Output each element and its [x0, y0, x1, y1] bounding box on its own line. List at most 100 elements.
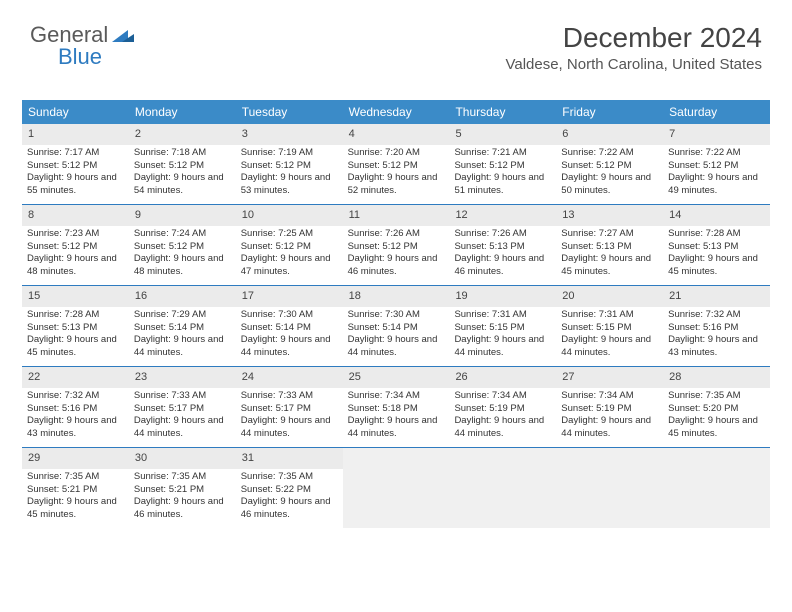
- day-body: Sunrise: 7:20 AMSunset: 5:12 PMDaylight:…: [343, 147, 450, 202]
- sunset-text: Sunset: 5:22 PM: [241, 484, 338, 497]
- day-header: Wednesday: [343, 100, 450, 124]
- sunrise-text: Sunrise: 7:30 AM: [348, 309, 445, 322]
- logo-mark-icon: [112, 22, 134, 48]
- sunset-text: Sunset: 5:12 PM: [134, 160, 231, 173]
- sunrise-text: Sunrise: 7:18 AM: [134, 147, 231, 160]
- sunset-text: Sunset: 5:21 PM: [134, 484, 231, 497]
- day-body: Sunrise: 7:28 AMSunset: 5:13 PMDaylight:…: [663, 228, 770, 283]
- sunrise-text: Sunrise: 7:28 AM: [668, 228, 765, 241]
- daylight-text: Daylight: 9 hours and 54 minutes.: [134, 172, 231, 198]
- sunset-text: Sunset: 5:12 PM: [348, 160, 445, 173]
- daylight-text: Daylight: 9 hours and 44 minutes.: [454, 334, 551, 360]
- calendar-day: 9Sunrise: 7:24 AMSunset: 5:12 PMDaylight…: [129, 205, 236, 285]
- day-number: 26: [449, 367, 556, 388]
- day-number: 3: [236, 124, 343, 145]
- day-number: 5: [449, 124, 556, 145]
- header: December 2024 Valdese, North Carolina, U…: [505, 22, 762, 73]
- sunrise-text: Sunrise: 7:30 AM: [241, 309, 338, 322]
- day-number: 17: [236, 286, 343, 307]
- calendar-day: 4Sunrise: 7:20 AMSunset: 5:12 PMDaylight…: [343, 124, 450, 204]
- sunset-text: Sunset: 5:13 PM: [27, 322, 124, 335]
- day-header-row: SundayMondayTuesdayWednesdayThursdayFrid…: [22, 100, 770, 124]
- sunset-text: Sunset: 5:15 PM: [454, 322, 551, 335]
- sunset-text: Sunset: 5:14 PM: [134, 322, 231, 335]
- daylight-text: Daylight: 9 hours and 44 minutes.: [241, 415, 338, 441]
- sunrise-text: Sunrise: 7:35 AM: [241, 471, 338, 484]
- day-number: 2: [129, 124, 236, 145]
- sunset-text: Sunset: 5:12 PM: [241, 241, 338, 254]
- sunset-text: Sunset: 5:16 PM: [668, 322, 765, 335]
- daylight-text: Daylight: 9 hours and 46 minutes.: [454, 253, 551, 279]
- sunset-text: Sunset: 5:14 PM: [241, 322, 338, 335]
- sunset-text: Sunset: 5:21 PM: [27, 484, 124, 497]
- day-number: 9: [129, 205, 236, 226]
- day-body: Sunrise: 7:18 AMSunset: 5:12 PMDaylight:…: [129, 147, 236, 202]
- calendar-day: 27Sunrise: 7:34 AMSunset: 5:19 PMDayligh…: [556, 367, 663, 447]
- daylight-text: Daylight: 9 hours and 46 minutes.: [241, 496, 338, 522]
- calendar-day: 8Sunrise: 7:23 AMSunset: 5:12 PMDaylight…: [22, 205, 129, 285]
- calendar-day: 1Sunrise: 7:17 AMSunset: 5:12 PMDaylight…: [22, 124, 129, 204]
- day-body: Sunrise: 7:29 AMSunset: 5:14 PMDaylight:…: [129, 309, 236, 364]
- sunrise-text: Sunrise: 7:26 AM: [348, 228, 445, 241]
- calendar-day: 19Sunrise: 7:31 AMSunset: 5:15 PMDayligh…: [449, 286, 556, 366]
- calendar-day: 2Sunrise: 7:18 AMSunset: 5:12 PMDaylight…: [129, 124, 236, 204]
- sunset-text: Sunset: 5:16 PM: [27, 403, 124, 416]
- day-body: Sunrise: 7:32 AMSunset: 5:16 PMDaylight:…: [22, 390, 129, 445]
- sunset-text: Sunset: 5:12 PM: [134, 241, 231, 254]
- calendar-day: 12Sunrise: 7:26 AMSunset: 5:13 PMDayligh…: [449, 205, 556, 285]
- day-body: Sunrise: 7:17 AMSunset: 5:12 PMDaylight:…: [22, 147, 129, 202]
- day-body: Sunrise: 7:35 AMSunset: 5:21 PMDaylight:…: [129, 471, 236, 526]
- logo: General Blue: [30, 22, 134, 48]
- day-body: Sunrise: 7:22 AMSunset: 5:12 PMDaylight:…: [663, 147, 770, 202]
- day-header: Sunday: [22, 100, 129, 124]
- calendar-day: 24Sunrise: 7:33 AMSunset: 5:17 PMDayligh…: [236, 367, 343, 447]
- sunrise-text: Sunrise: 7:31 AM: [561, 309, 658, 322]
- daylight-text: Daylight: 9 hours and 45 minutes.: [561, 253, 658, 279]
- sunset-text: Sunset: 5:13 PM: [668, 241, 765, 254]
- sunset-text: Sunset: 5:17 PM: [134, 403, 231, 416]
- sunset-text: Sunset: 5:15 PM: [561, 322, 658, 335]
- calendar-day: 22Sunrise: 7:32 AMSunset: 5:16 PMDayligh…: [22, 367, 129, 447]
- day-body: Sunrise: 7:33 AMSunset: 5:17 PMDaylight:…: [236, 390, 343, 445]
- day-body: Sunrise: 7:31 AMSunset: 5:15 PMDaylight:…: [556, 309, 663, 364]
- daylight-text: Daylight: 9 hours and 50 minutes.: [561, 172, 658, 198]
- calendar-day: 31Sunrise: 7:35 AMSunset: 5:22 PMDayligh…: [236, 448, 343, 528]
- calendar-week: 29Sunrise: 7:35 AMSunset: 5:21 PMDayligh…: [22, 448, 770, 528]
- sunrise-text: Sunrise: 7:29 AM: [134, 309, 231, 322]
- daylight-text: Daylight: 9 hours and 44 minutes.: [241, 334, 338, 360]
- day-body: Sunrise: 7:21 AMSunset: 5:12 PMDaylight:…: [449, 147, 556, 202]
- sunrise-text: Sunrise: 7:31 AM: [454, 309, 551, 322]
- daylight-text: Daylight: 9 hours and 44 minutes.: [561, 415, 658, 441]
- sunrise-text: Sunrise: 7:23 AM: [27, 228, 124, 241]
- calendar-day-empty: [556, 448, 663, 528]
- sunrise-text: Sunrise: 7:20 AM: [348, 147, 445, 160]
- day-number: 28: [663, 367, 770, 388]
- day-body: Sunrise: 7:35 AMSunset: 5:22 PMDaylight:…: [236, 471, 343, 526]
- daylight-text: Daylight: 9 hours and 45 minutes.: [668, 253, 765, 279]
- day-number: 30: [129, 448, 236, 469]
- sunrise-text: Sunrise: 7:22 AM: [668, 147, 765, 160]
- sunset-text: Sunset: 5:12 PM: [668, 160, 765, 173]
- daylight-text: Daylight: 9 hours and 46 minutes.: [134, 496, 231, 522]
- day-body: Sunrise: 7:31 AMSunset: 5:15 PMDaylight:…: [449, 309, 556, 364]
- day-number: 10: [236, 205, 343, 226]
- daylight-text: Daylight: 9 hours and 43 minutes.: [668, 334, 765, 360]
- day-number: 6: [556, 124, 663, 145]
- sunset-text: Sunset: 5:12 PM: [454, 160, 551, 173]
- sunset-text: Sunset: 5:19 PM: [561, 403, 658, 416]
- sunrise-text: Sunrise: 7:32 AM: [27, 390, 124, 403]
- calendar-day: 30Sunrise: 7:35 AMSunset: 5:21 PMDayligh…: [129, 448, 236, 528]
- sunset-text: Sunset: 5:12 PM: [27, 241, 124, 254]
- sunset-text: Sunset: 5:20 PM: [668, 403, 765, 416]
- sunrise-text: Sunrise: 7:26 AM: [454, 228, 551, 241]
- calendar-day: 3Sunrise: 7:19 AMSunset: 5:12 PMDaylight…: [236, 124, 343, 204]
- daylight-text: Daylight: 9 hours and 43 minutes.: [27, 415, 124, 441]
- calendar-day: 20Sunrise: 7:31 AMSunset: 5:15 PMDayligh…: [556, 286, 663, 366]
- calendar-day: 18Sunrise: 7:30 AMSunset: 5:14 PMDayligh…: [343, 286, 450, 366]
- calendar-week: 1Sunrise: 7:17 AMSunset: 5:12 PMDaylight…: [22, 124, 770, 205]
- calendar-day: 5Sunrise: 7:21 AMSunset: 5:12 PMDaylight…: [449, 124, 556, 204]
- daylight-text: Daylight: 9 hours and 47 minutes.: [241, 253, 338, 279]
- sunrise-text: Sunrise: 7:34 AM: [454, 390, 551, 403]
- calendar-day: 10Sunrise: 7:25 AMSunset: 5:12 PMDayligh…: [236, 205, 343, 285]
- day-number: 7: [663, 124, 770, 145]
